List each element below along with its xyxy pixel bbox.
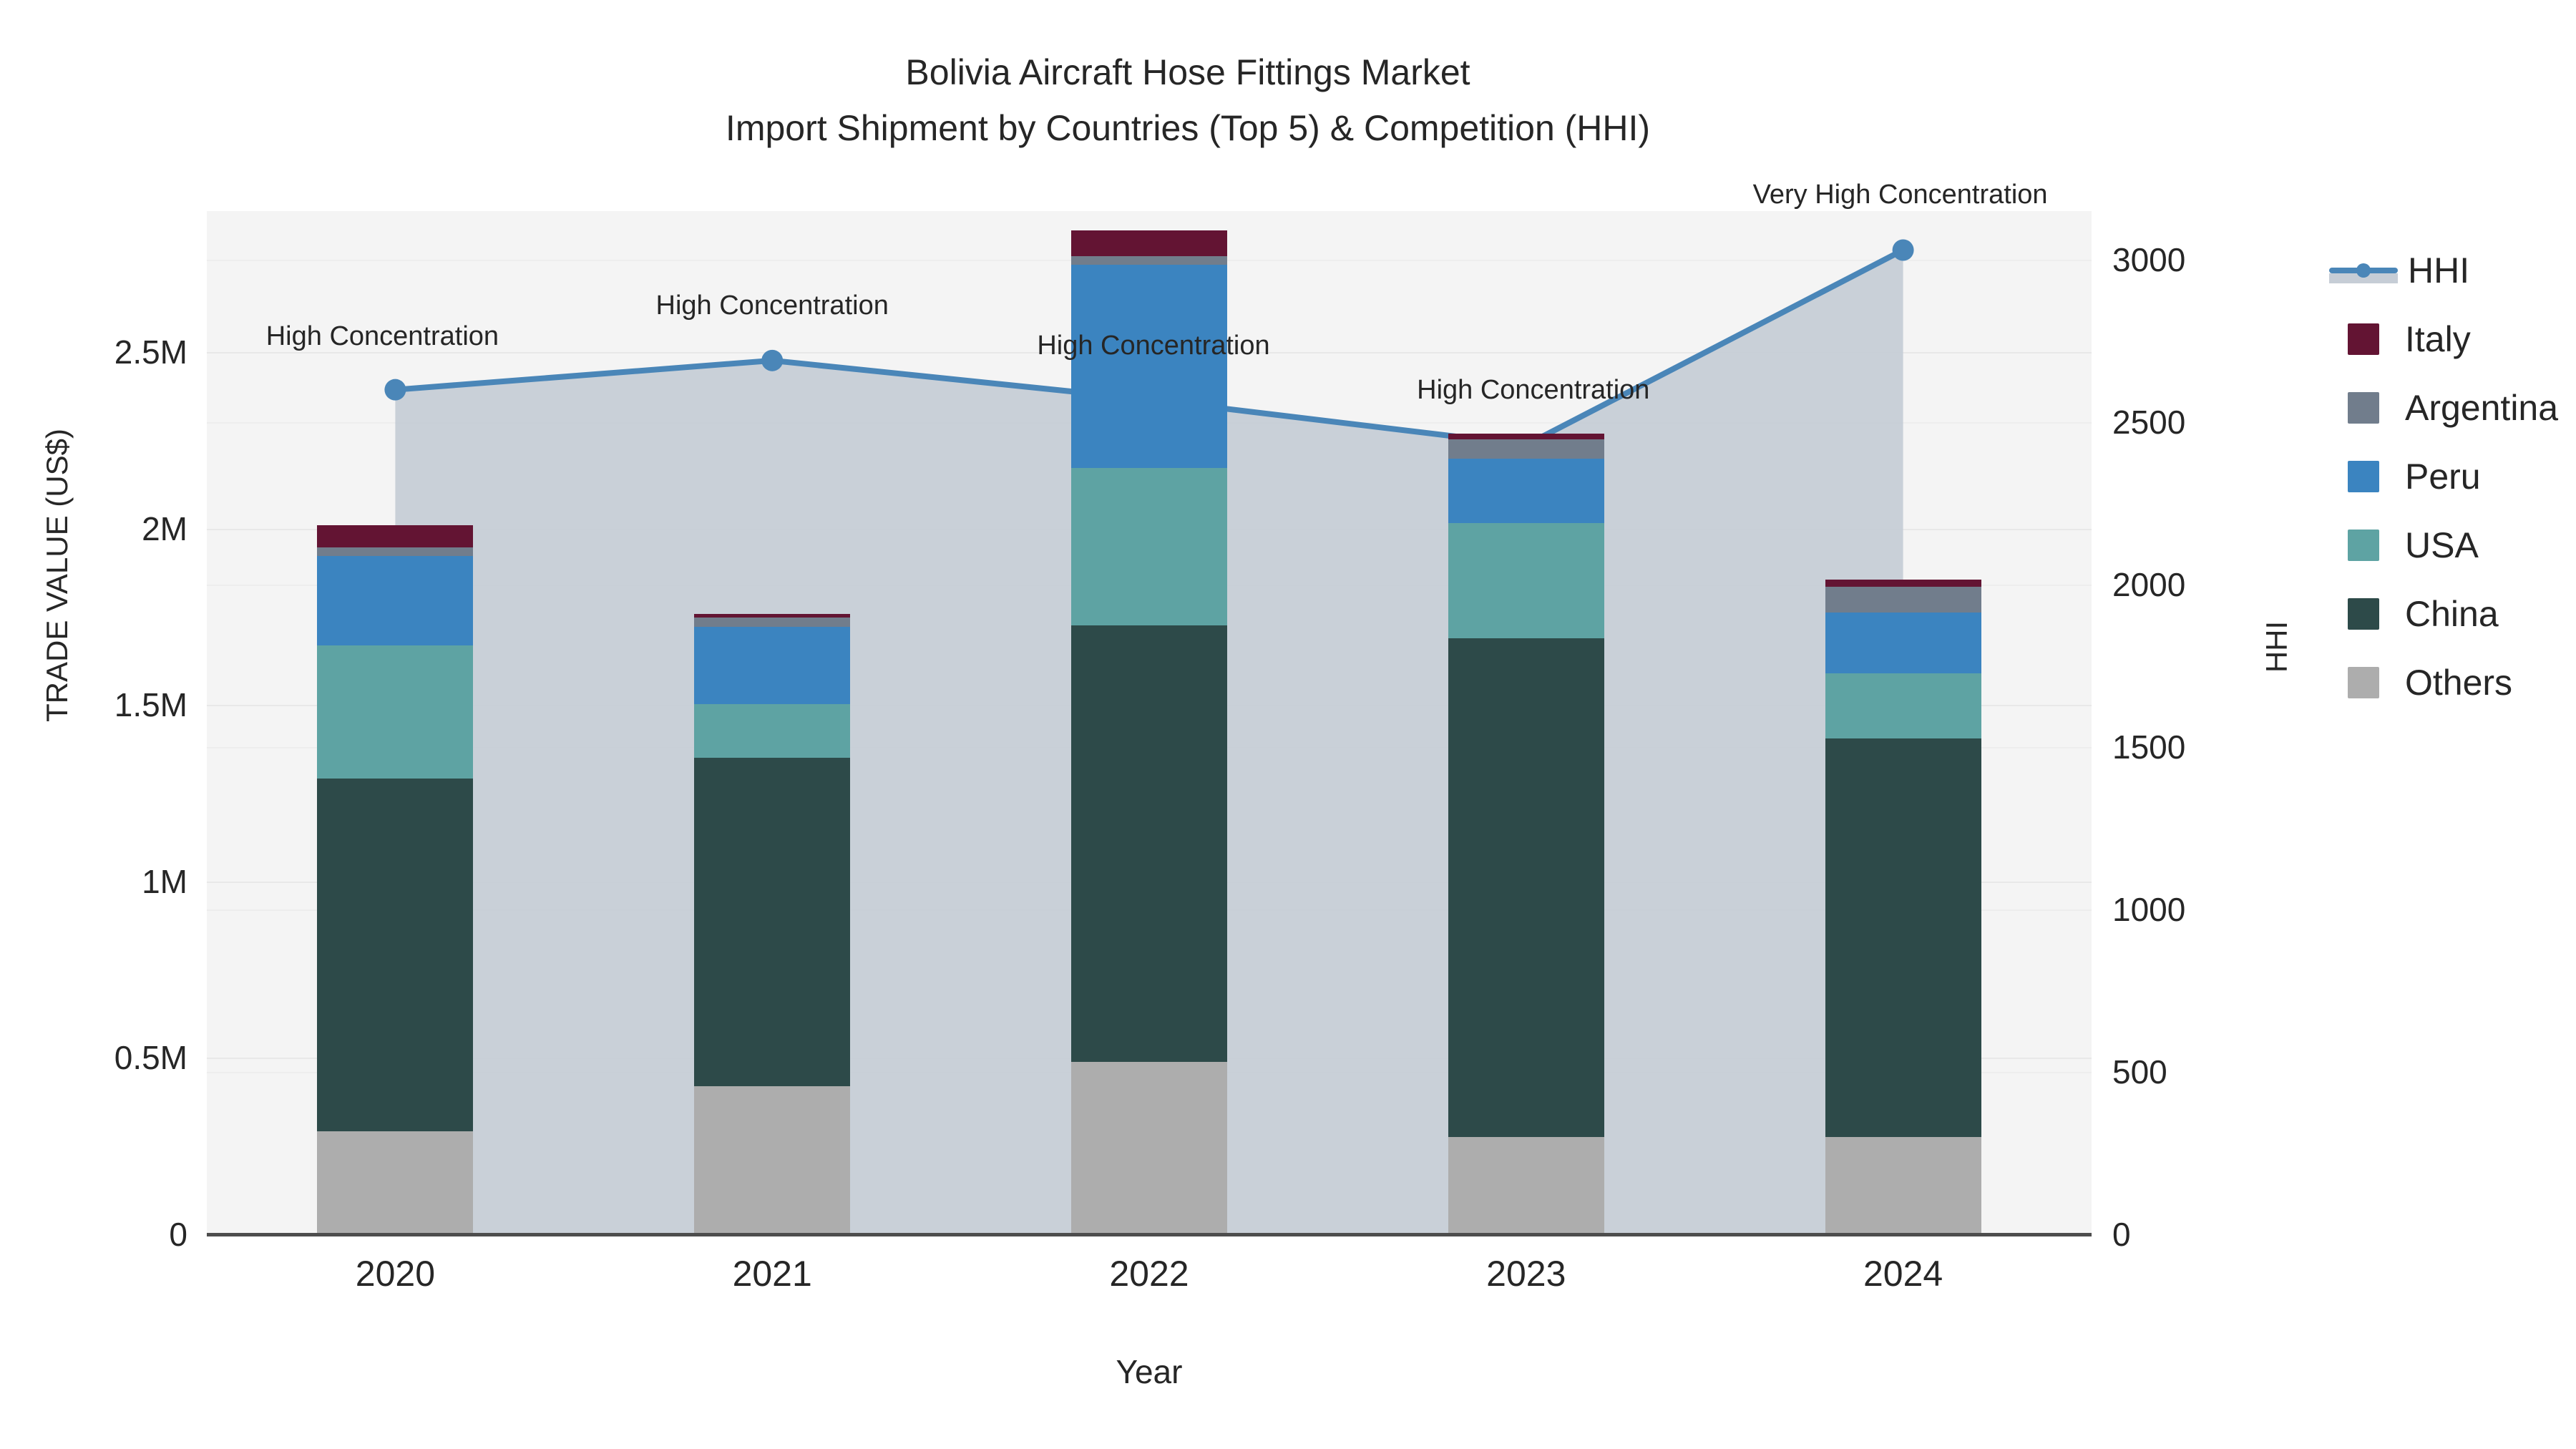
bar-segment-peru[interactable] [694, 627, 851, 704]
bar-segment-italy[interactable] [1825, 579, 1981, 587]
chart-title-line-2: Import Shipment by Countries (Top 5) & C… [725, 108, 1651, 148]
legend-item-peru[interactable]: Peru [2329, 442, 2576, 511]
y-axis-right-title: HHI [2260, 620, 2293, 673]
hhi-data-point[interactable] [384, 379, 406, 401]
y-axis-left-title: TRADE VALUE (US$) [40, 429, 74, 722]
bar-group-2023 [1448, 211, 1604, 1234]
bar-segment-usa[interactable] [1448, 523, 1604, 638]
legend-item-others[interactable]: Others [2329, 648, 2576, 717]
bar-segment-peru[interactable] [1825, 613, 1981, 673]
y-tick-left: 1M [142, 862, 187, 900]
legend-label: Others [2405, 663, 2513, 703]
bar-segment-italy[interactable] [1448, 433, 1604, 440]
bar-segment-italy[interactable] [694, 614, 851, 618]
legend-swatch-icon [2348, 598, 2379, 630]
bar-segment-argentina[interactable] [1825, 587, 1981, 613]
legend-label: Peru [2405, 457, 2481, 497]
hhi-annotation-2021: High Concentration [655, 290, 889, 321]
bar-segment-usa[interactable] [317, 645, 474, 779]
legend-label: China [2405, 594, 2499, 634]
x-axis-line [207, 1233, 2092, 1236]
y-tick-right: 1500 [2112, 728, 2186, 766]
bar-segment-others[interactable] [1825, 1137, 1981, 1234]
bar-segment-argentina[interactable] [1071, 256, 1227, 265]
hhi-annotation-2024: Very High Concentration [1752, 180, 2048, 210]
legend-swatch-icon [2348, 667, 2379, 698]
legend-swatch-icon [2348, 392, 2379, 424]
bar-segment-others[interactable] [694, 1085, 851, 1234]
bar-segment-china[interactable] [317, 778, 474, 1131]
x-tick-2020: 2020 [355, 1254, 435, 1294]
hhi-annotation-2022: High Concentration [1037, 331, 1270, 361]
bar-group-2021 [694, 211, 851, 1234]
chart-legend: HHI Italy Argentina Peru USA China Others [2329, 236, 2576, 717]
legend-swatch-icon [2348, 323, 2379, 355]
bar-segment-china[interactable] [1448, 638, 1604, 1138]
legend-item-hhi[interactable]: HHI [2329, 236, 2576, 305]
bar-segment-peru[interactable] [317, 556, 474, 645]
bar-segment-usa[interactable] [1825, 673, 1981, 739]
chart-title: Bolivia Aircraft Hose Fittings Market Im… [0, 44, 2376, 156]
bar-segment-argentina[interactable] [1448, 439, 1604, 459]
bar-segment-peru[interactable] [1071, 265, 1227, 468]
legend-item-italy[interactable]: Italy [2329, 305, 2576, 374]
legend-label: HHI [2408, 250, 2470, 291]
bar-segment-argentina[interactable] [694, 618, 851, 628]
y-tick-left: 2M [142, 509, 187, 547]
x-axis-title: Year [1116, 1353, 1183, 1390]
x-tick-2024: 2024 [1863, 1254, 1943, 1294]
y-tick-left: 2.5M [114, 333, 187, 371]
legend-swatch-icon [2348, 530, 2379, 561]
y-tick-left: 0 [169, 1216, 187, 1253]
y-tick-right: 500 [2112, 1053, 2167, 1091]
bar-segment-argentina[interactable] [317, 547, 474, 557]
bar-segment-italy[interactable] [317, 525, 474, 547]
x-tick-2022: 2022 [1109, 1254, 1189, 1294]
bar-segment-usa[interactable] [1071, 467, 1227, 626]
bar-segment-others[interactable] [1448, 1137, 1604, 1234]
y-tick-left: 0.5M [114, 1039, 187, 1077]
bar-segment-others[interactable] [1071, 1061, 1227, 1234]
legend-swatch-icon [2348, 461, 2379, 492]
bar-segment-italy[interactable] [1071, 230, 1227, 257]
bar-segment-peru[interactable] [1448, 459, 1604, 524]
bar-group-2020 [317, 211, 474, 1234]
chart-title-line-1: Bolivia Aircraft Hose Fittings Market [905, 52, 1470, 92]
y-tick-left: 1.5M [114, 686, 187, 724]
hhi-annotation-2023: High Concentration [1417, 374, 1650, 405]
y-tick-right: 2500 [2112, 404, 2186, 441]
legend-item-usa[interactable]: USA [2329, 511, 2576, 580]
hhi-data-point[interactable] [1892, 239, 1914, 261]
bar-segment-usa[interactable] [694, 703, 851, 758]
x-tick-2021: 2021 [732, 1254, 812, 1294]
bar-segment-china[interactable] [1825, 738, 1981, 1138]
legend-label: Italy [2405, 319, 2471, 359]
legend-item-china[interactable]: China [2329, 580, 2576, 648]
y-tick-right: 1000 [2112, 891, 2186, 929]
y-tick-right: 0 [2112, 1216, 2131, 1253]
legend-label: USA [2405, 525, 2479, 565]
bar-group-2022 [1071, 211, 1227, 1234]
x-tick-2023: 2023 [1486, 1254, 1566, 1294]
bar-segment-china[interactable] [1071, 625, 1227, 1062]
hhi-annotation-2020: High Concentration [265, 321, 499, 351]
legend-item-argentina[interactable]: Argentina [2329, 374, 2576, 442]
legend-line-icon [2329, 255, 2398, 286]
bar-segment-china[interactable] [694, 758, 851, 1086]
bar-segment-others[interactable] [317, 1131, 474, 1234]
bar-group-2024 [1825, 211, 1981, 1234]
y-tick-right: 3000 [2112, 241, 2186, 279]
y-tick-right: 2000 [2112, 566, 2186, 604]
legend-label: Argentina [2405, 388, 2559, 428]
hhi-data-point[interactable] [761, 349, 784, 371]
